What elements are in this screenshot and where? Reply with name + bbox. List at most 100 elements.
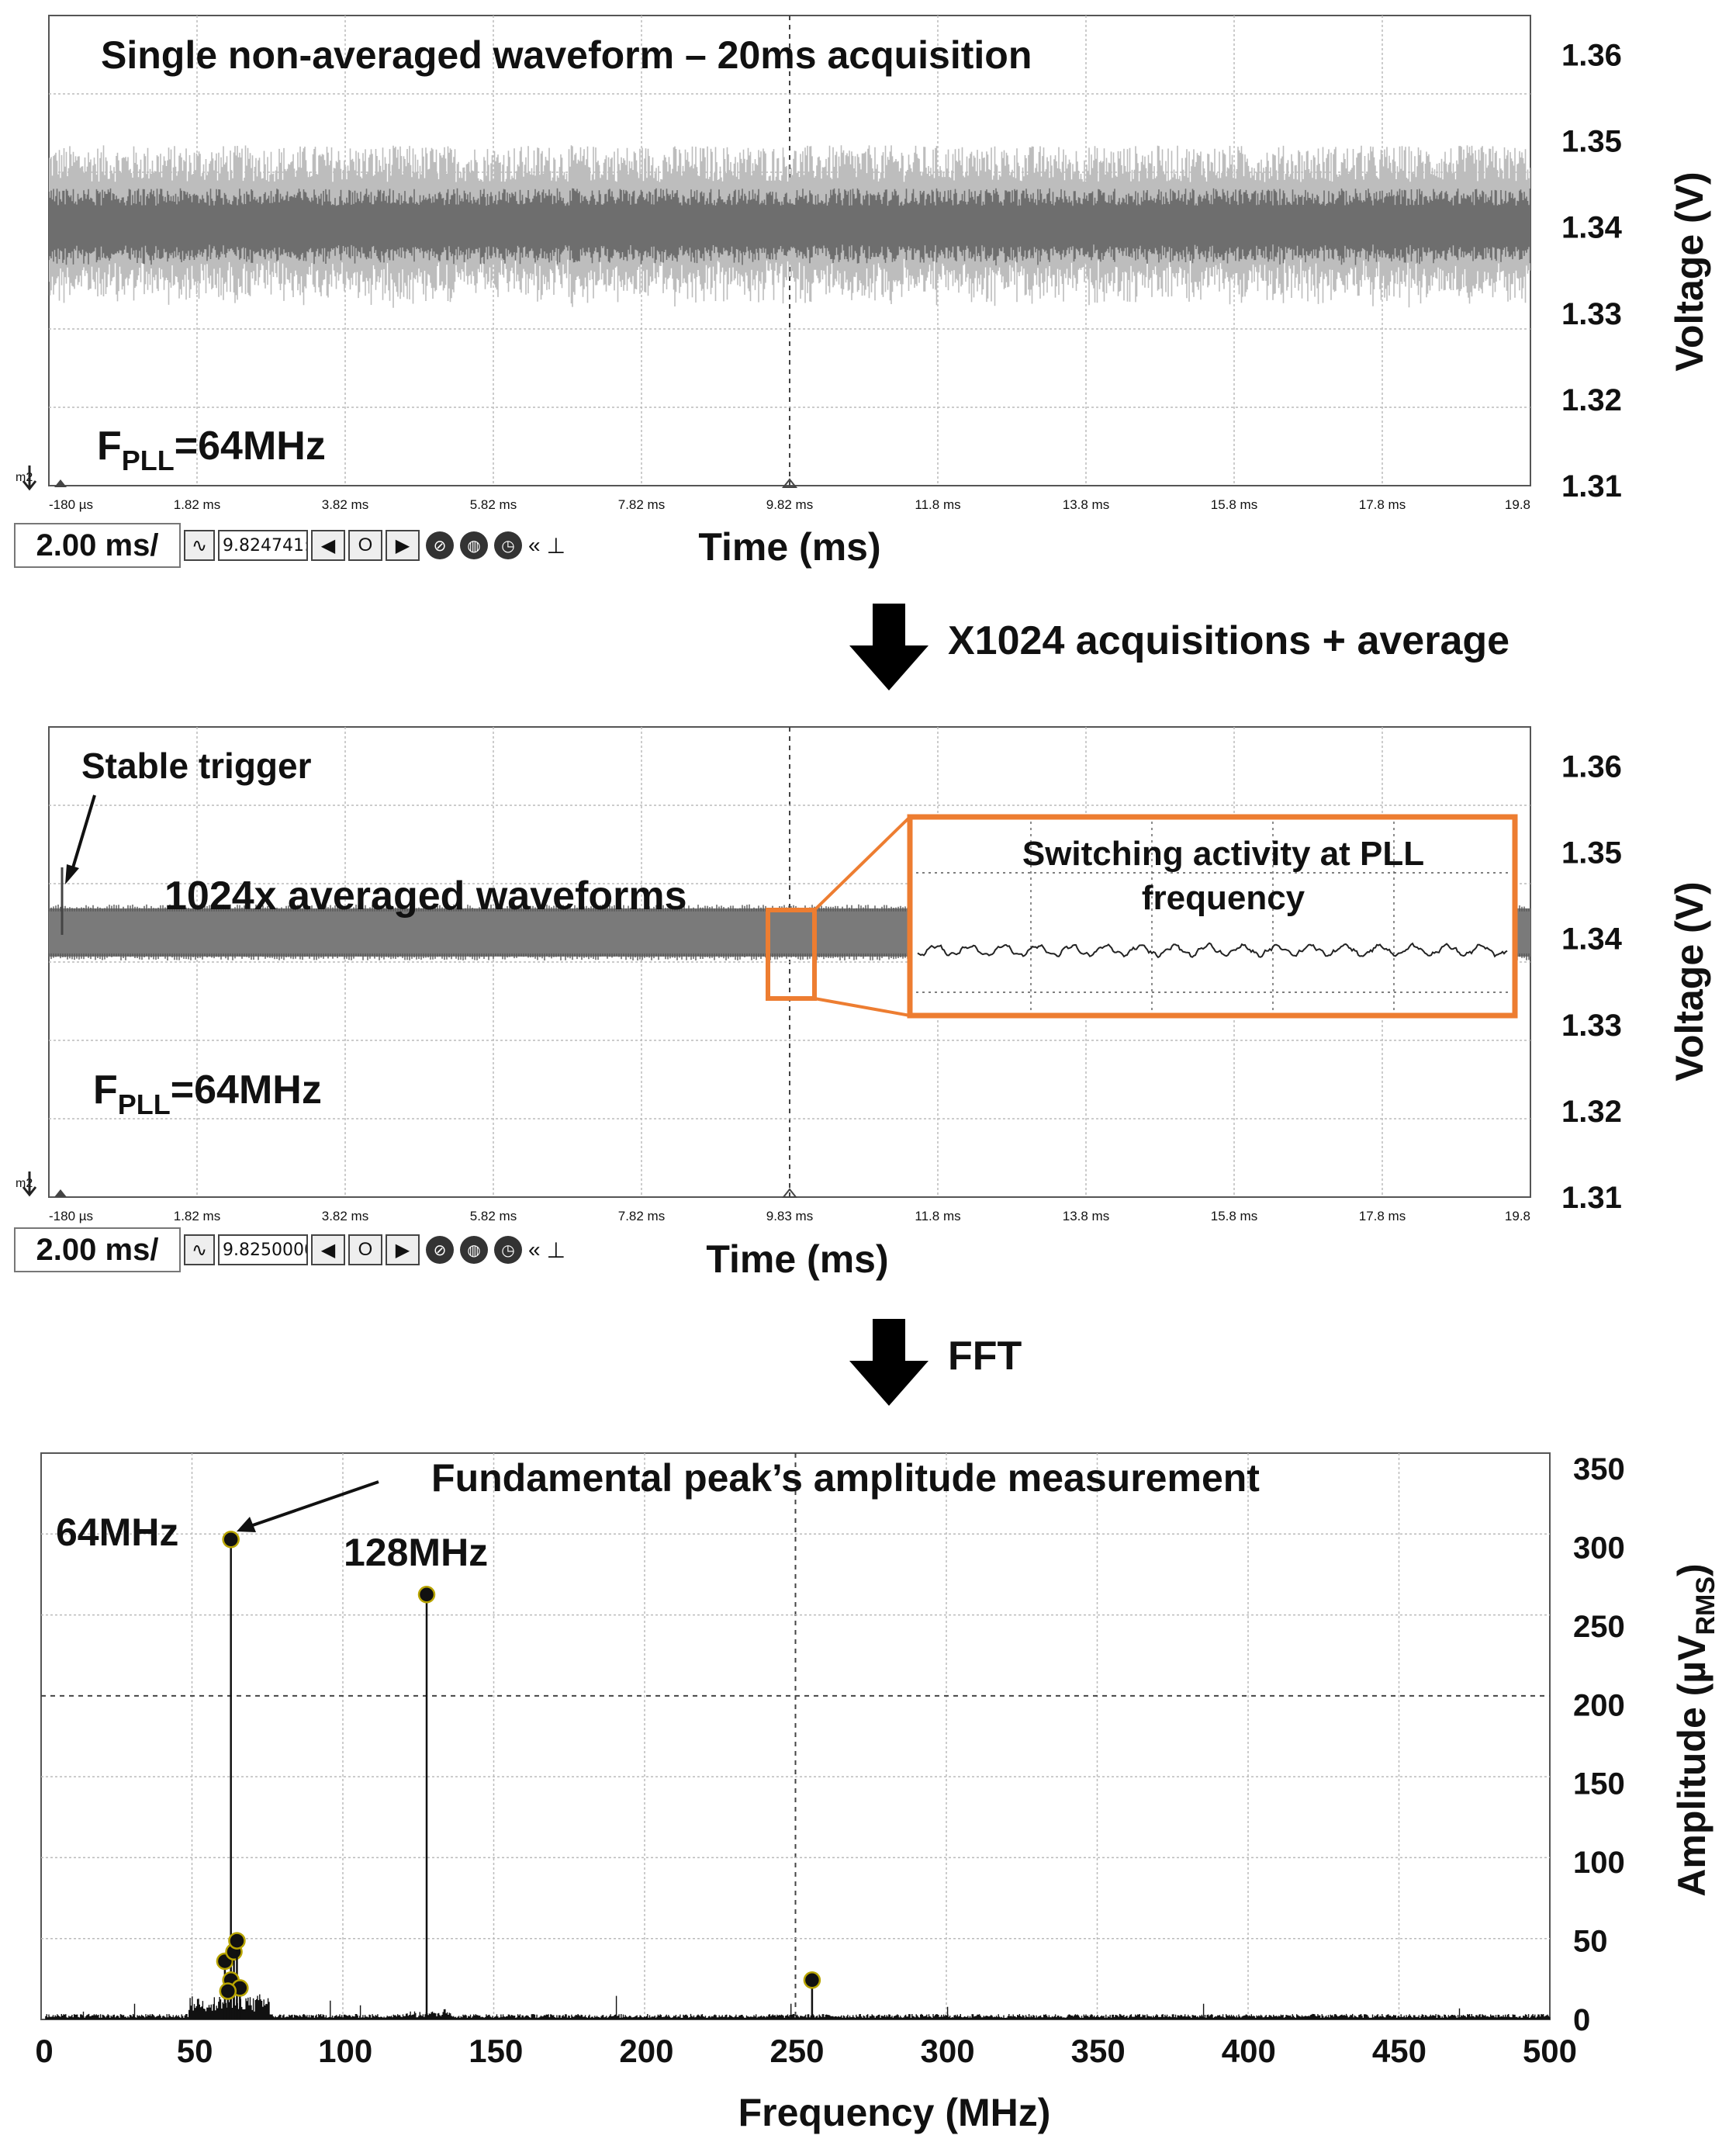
x-tick-label: 450 <box>1372 2033 1426 2069</box>
collapse-icon[interactable]: « <box>528 1237 541 1261</box>
x-tick-label: 3.82 ms <box>322 1209 368 1223</box>
x-tick-label: 19.8 <box>1505 1209 1530 1223</box>
peak-label-128: 128MHz <box>344 1531 488 1574</box>
y-tick-labels: 1.36 1.35 1.34 1.33 1.32 1.31 <box>1561 39 1623 504</box>
x-tick-label: 7.82 ms <box>618 497 665 512</box>
inset-label-line1: Switching activity at PLL <box>1022 835 1424 873</box>
x-tick-label: 5.82 ms <box>470 497 517 512</box>
y-tick-label: 1.35 <box>1561 836 1622 870</box>
x-axis-label: Time (ms) <box>698 525 880 569</box>
y-tick-label: 1.31 <box>1561 469 1622 504</box>
x-tick-label: -180 µs <box>49 1209 93 1223</box>
y-tick-label: 1.36 <box>1561 750 1622 784</box>
x-tick-label: 500 <box>1523 2033 1577 2069</box>
x-tick-label: 17.8 ms <box>1359 497 1406 512</box>
x-tick-label: 3.82 ms <box>322 497 368 512</box>
x-tick-labels: -180 µs 1.82 ms 3.82 ms 5.82 ms 7.82 ms 9.82 … <box>49 497 1530 512</box>
arrow-fft-step: FFT <box>849 1319 1022 1406</box>
arrow-average-step: X1024 acquisitions + average <box>849 604 1509 690</box>
y-tick-label: 200 <box>1573 1688 1625 1722</box>
x-tick-label: 19.8 <box>1505 497 1530 512</box>
x-tick-label: -180 µs <box>49 497 93 512</box>
x-tick-label: 200 <box>619 2033 673 2069</box>
peak-marker[interactable] <box>417 1586 436 1604</box>
timebase-display[interactable]: 2.00 ms/ <box>14 523 181 568</box>
step-left-icon[interactable]: ◀ <box>311 1234 345 1265</box>
clock-icon[interactable]: ◷ <box>494 1236 522 1264</box>
scope-toolbar: 2.00 ms/ ∿ 9.8250000 ◀ O ▶ ⊘ ◍ ◷ « ⊥ <box>14 1226 565 1274</box>
reset-icon[interactable]: O <box>348 1234 382 1265</box>
trace-inner-core <box>49 188 1530 266</box>
down-arrow-icon <box>873 1319 905 1362</box>
x-tick-label: 11.8 ms <box>915 1209 960 1223</box>
timebase-display[interactable]: 2.00 ms/ <box>14 1227 181 1272</box>
x-tick-label: 9.83 ms <box>766 1209 813 1223</box>
y-tick-label: 1.34 <box>1561 211 1623 245</box>
x-tick-label: 150 <box>469 2033 523 2069</box>
y-tick-label: 1.33 <box>1561 297 1622 331</box>
x-tick-label: 17.8 ms <box>1359 1209 1406 1223</box>
globe-icon[interactable]: ◍ <box>460 1236 488 1264</box>
y-tick-label: 1.34 <box>1561 922 1623 957</box>
peak-label-64: 64MHz <box>56 1511 178 1554</box>
down-arrow-icon <box>873 604 905 647</box>
panel-averaged-waveform: -180 µs 1.82 ms 3.82 ms 5.82 ms 7.82 ms 9.83 … <box>16 726 1711 1281</box>
zoom-icon[interactable]: ⊘ <box>426 531 454 559</box>
peak-marker[interactable] <box>222 1531 240 1549</box>
step-right-icon[interactable]: ▶ <box>386 530 420 561</box>
y-tick-label: 350 <box>1573 1452 1625 1486</box>
zoom-region-box <box>766 908 817 1001</box>
fpll-annotation: FPLL=64MHz <box>93 1068 322 1120</box>
center-marker-icon <box>781 1188 798 1198</box>
x-tick-label: 1.82 ms <box>174 497 220 512</box>
pin-icon[interactable]: ⊥ <box>546 1237 565 1262</box>
reset-icon[interactable]: O <box>348 530 382 561</box>
x-tick-label: 300 <box>921 2033 975 2069</box>
y-axis-label: Voltage (V) <box>1668 881 1711 1081</box>
y-tick-label: 1.31 <box>1561 1181 1622 1215</box>
position-field[interactable]: 9.824741: <box>218 530 308 561</box>
x-tick-label: 15.8 ms <box>1211 497 1257 512</box>
panel-single-waveform: -180 µs 1.82 ms 3.82 ms 5.82 ms 7.82 ms 9.82 … <box>16 15 1711 569</box>
y-tick-labels: 350 300 250 200 150 100 50 0 <box>1573 1452 1625 2037</box>
scope-toolbar: 2.00 ms/ ∿ 9.824741: ◀ O ▶ ⊘ ◍ ◷ « ⊥ <box>14 521 565 569</box>
collapse-icon[interactable]: « <box>528 533 541 557</box>
x-tick-label: 100 <box>318 2033 372 2069</box>
x-tick-label: 13.8 ms <box>1063 1209 1109 1223</box>
peak-marker[interactable] <box>228 1932 246 1950</box>
pin-icon[interactable]: ⊥ <box>546 533 565 558</box>
y-tick-label: 1.36 <box>1561 39 1622 73</box>
panel-fft: 0 50 100 150 200 250 300 350 400 450 500 350300250… <box>35 1452 1720 2134</box>
noise-floor <box>45 1994 1551 2019</box>
y-tick-label: 1.35 <box>1561 125 1622 159</box>
noise-bars <box>45 1994 1551 2019</box>
y-tick-label: 150 <box>1573 1767 1625 1801</box>
peak-marker[interactable] <box>219 1982 237 2000</box>
stable-trigger-arrow <box>70 794 96 874</box>
step-right-icon[interactable]: ▶ <box>386 1234 420 1265</box>
globe-icon[interactable]: ◍ <box>460 531 488 559</box>
clock-icon[interactable]: ◷ <box>494 531 522 559</box>
x-tick-labels: 0 50 100 150 200 250 300 350 400 450 500 <box>35 2033 1577 2069</box>
position-field[interactable]: 9.8250000 <box>218 1234 308 1265</box>
peak-marker[interactable] <box>803 1971 821 1989</box>
chart-title: Single non-averaged waveform – 20ms acqu… <box>101 33 1032 77</box>
y-tick-labels: 1.36 1.35 1.34 1.33 1.32 1.31 <box>1561 750 1623 1216</box>
y-tick-label: 250 <box>1573 1610 1625 1644</box>
step-left-icon[interactable]: ◀ <box>311 530 345 561</box>
x-tick-label: 11.8 ms <box>915 497 960 512</box>
x-tick-label: 0 <box>35 2033 53 2069</box>
y-axis-label: Voltage (V) <box>1668 171 1711 371</box>
inset-trace <box>917 942 1508 959</box>
waveform-mode-icon[interactable]: ∿ <box>184 1234 215 1265</box>
x-tick-label: 350 <box>1071 2033 1126 2069</box>
zoom-icon[interactable]: ⊘ <box>426 1236 454 1264</box>
x-tick-label: 13.8 ms <box>1063 497 1109 512</box>
x-axis-label: Time (ms) <box>706 1237 888 1281</box>
y-tick-label: 1.32 <box>1561 383 1622 417</box>
waveform-mode-icon[interactable]: ∿ <box>184 530 215 561</box>
fpll-annotation: FPLL=64MHz <box>97 424 326 476</box>
peak-measurement-label: Fundamental peak’s amplitude measurement <box>431 1456 1260 1500</box>
center-marker-icon <box>781 478 798 488</box>
